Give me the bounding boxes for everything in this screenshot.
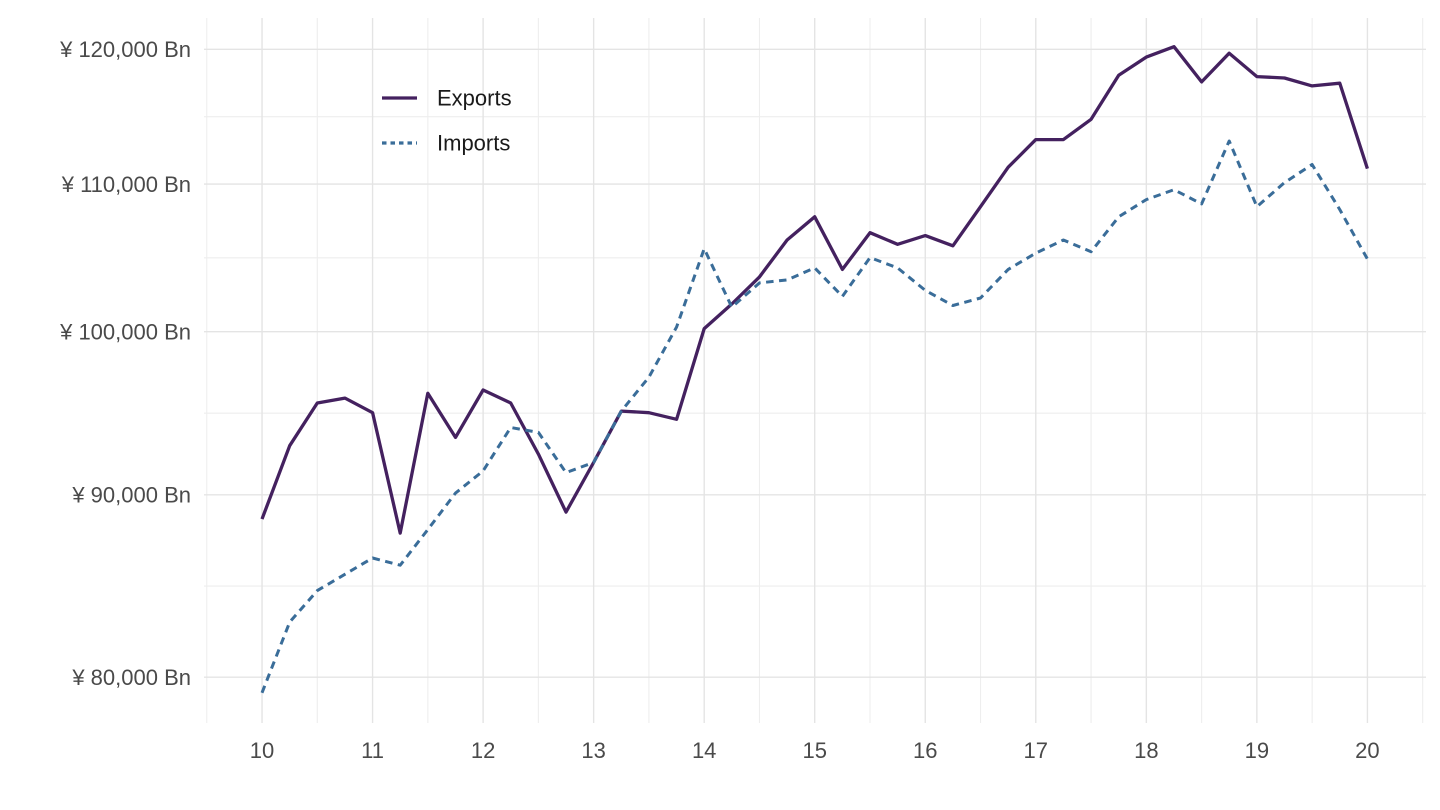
legend-item-exports: Exports xyxy=(382,86,512,111)
legend-label-exports: Exports xyxy=(437,86,512,111)
x-tick-label: 17 xyxy=(1024,738,1048,763)
y-tick-label: ¥ 90,000 Bn xyxy=(71,483,191,508)
y-tick-label: ¥ 80,000 Bn xyxy=(71,665,191,690)
exports-line xyxy=(260,45,1369,535)
y-axis-labels: ¥ 80,000 Bn ¥ 90,000 Bn ¥ 100,000 Bn ¥ 110,… xyxy=(59,37,191,690)
x-tick-label: 14 xyxy=(692,738,716,763)
y-tick-label: ¥ 110,000 Bn xyxy=(61,172,191,197)
x-tick-label: 10 xyxy=(250,738,274,763)
legend: Exports Imports xyxy=(382,86,512,156)
series-lines xyxy=(260,45,1369,694)
x-tick-label: 16 xyxy=(913,738,937,763)
x-tick-label: 18 xyxy=(1134,738,1158,763)
legend-label-imports: Imports xyxy=(437,131,510,156)
x-tick-label: 20 xyxy=(1355,738,1379,763)
x-tick-label: 13 xyxy=(581,738,605,763)
x-tick-label: 11 xyxy=(361,738,384,763)
x-tick-label: 12 xyxy=(471,738,495,763)
imports-line xyxy=(260,139,1369,694)
gridlines-major xyxy=(204,18,1426,723)
x-axis-labels: 10 11 12 13 14 15 16 17 18 19 20 xyxy=(250,738,1380,763)
x-tick-label: 19 xyxy=(1245,738,1269,763)
y-tick-label: ¥ 120,000 Bn xyxy=(59,37,191,62)
y-tick-label: ¥ 100,000 Bn xyxy=(59,319,191,344)
x-tick-label: 15 xyxy=(802,738,826,763)
legend-item-imports: Imports xyxy=(382,131,510,156)
